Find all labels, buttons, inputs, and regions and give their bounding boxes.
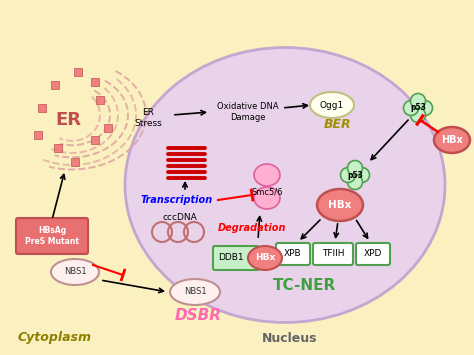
Text: ER
Stress: ER Stress — [134, 108, 162, 128]
Ellipse shape — [310, 92, 354, 118]
FancyBboxPatch shape — [91, 136, 99, 144]
Ellipse shape — [51, 259, 99, 285]
Text: Cytoplasm: Cytoplasm — [18, 332, 92, 344]
Ellipse shape — [418, 100, 432, 115]
Text: HBx: HBx — [441, 135, 463, 145]
Ellipse shape — [410, 108, 426, 122]
FancyBboxPatch shape — [276, 243, 310, 265]
FancyBboxPatch shape — [34, 131, 42, 139]
FancyBboxPatch shape — [313, 243, 353, 265]
Ellipse shape — [317, 189, 363, 221]
Text: p53: p53 — [410, 104, 426, 113]
FancyBboxPatch shape — [38, 104, 46, 112]
Text: p53: p53 — [347, 170, 363, 180]
Text: NBS1: NBS1 — [184, 288, 206, 296]
Text: HBsAg
PreS Mutant: HBsAg PreS Mutant — [25, 226, 79, 246]
Text: Degradation: Degradation — [218, 223, 286, 233]
Text: XPD: XPD — [364, 250, 382, 258]
Ellipse shape — [125, 48, 445, 322]
Text: HBx: HBx — [328, 200, 352, 210]
Text: BER: BER — [324, 119, 352, 131]
Ellipse shape — [170, 279, 220, 305]
Ellipse shape — [403, 100, 419, 115]
FancyBboxPatch shape — [74, 68, 82, 76]
Text: Oxidative DNA
Damage: Oxidative DNA Damage — [217, 102, 279, 122]
Ellipse shape — [347, 160, 363, 175]
FancyBboxPatch shape — [213, 246, 259, 270]
Ellipse shape — [347, 175, 363, 190]
Ellipse shape — [434, 127, 470, 153]
Text: Transcription: Transcription — [141, 195, 213, 205]
Ellipse shape — [254, 164, 280, 186]
Text: XPB: XPB — [284, 250, 302, 258]
FancyBboxPatch shape — [54, 144, 62, 152]
FancyBboxPatch shape — [91, 78, 99, 86]
Text: DDB1: DDB1 — [218, 253, 244, 262]
Text: DSBR: DSBR — [174, 307, 221, 322]
Ellipse shape — [410, 93, 426, 109]
Text: TC-NER: TC-NER — [273, 278, 337, 293]
Ellipse shape — [340, 168, 356, 182]
Text: HBx: HBx — [255, 253, 275, 262]
Text: Nucleus: Nucleus — [262, 332, 318, 344]
Ellipse shape — [254, 187, 280, 209]
FancyBboxPatch shape — [104, 124, 112, 132]
FancyBboxPatch shape — [51, 81, 59, 89]
FancyBboxPatch shape — [16, 218, 88, 254]
Text: ER: ER — [55, 111, 81, 129]
Text: TFIIH: TFIIH — [322, 250, 344, 258]
FancyBboxPatch shape — [96, 96, 104, 104]
Text: Smc5/6: Smc5/6 — [251, 187, 283, 197]
Text: NBS1: NBS1 — [64, 268, 86, 277]
FancyBboxPatch shape — [71, 158, 79, 166]
Text: Ogg1: Ogg1 — [320, 100, 344, 109]
Ellipse shape — [355, 168, 370, 182]
Text: cccDNA: cccDNA — [163, 213, 197, 223]
Ellipse shape — [248, 246, 282, 270]
FancyBboxPatch shape — [356, 243, 390, 265]
